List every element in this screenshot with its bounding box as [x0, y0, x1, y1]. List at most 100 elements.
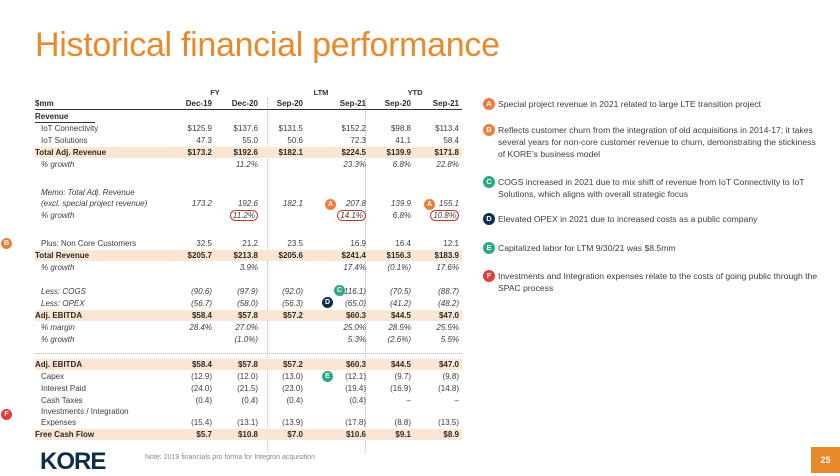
cell: (70.5) [390, 287, 411, 296]
marker-b: B [1, 238, 12, 249]
note-text: Reflects customer churn from the integra… [498, 125, 816, 159]
note-marker: A [483, 98, 495, 110]
col-header: Dec-20 [231, 99, 258, 108]
table-row: % growth 3.9% 17.4% (0.1%) 17.6% [35, 262, 462, 273]
cell: (13.0) [282, 372, 303, 381]
table-row: Expenses (15.4) (13.1) (13.9) (17.8) (8.… [35, 417, 462, 428]
cell: (65.0) [345, 299, 366, 308]
table-row: Investments / Integration [35, 406, 462, 417]
cell: 207.8 [345, 199, 366, 208]
cell: 11.2% [235, 160, 258, 169]
table-row: Memo: Total Adj. Revenue [35, 187, 462, 198]
note-text: Elevated OPEX in 2021 due to increased c… [498, 214, 758, 224]
cell: 16.9 [350, 239, 366, 248]
cell: (23.0) [282, 384, 303, 393]
cell: (24.0) [191, 384, 212, 393]
cell: $139.9 [386, 148, 411, 157]
table-row: IoT Connectivity $125.9 $137.6 $131.5 $1… [35, 123, 462, 134]
cell: 3.9% [239, 263, 258, 272]
cell: $156.3 [386, 251, 411, 260]
cell: (48.2) [438, 299, 459, 308]
cell: $60.3 [345, 360, 366, 369]
cell: $58.4 [191, 311, 212, 320]
cell: 155.1 [438, 199, 459, 208]
cell: 25.0% [343, 323, 366, 332]
table-row: % growth (1.0%) 5.3% (2.6%) 5.5% [35, 334, 462, 345]
cell: (12.0) [237, 372, 258, 381]
cell: (0.1%) [387, 263, 411, 272]
table-row: Interest Paid (24.0) (21.5) (23.0) (19.4… [35, 383, 462, 394]
cell: $44.5 [390, 360, 411, 369]
cell: 28.5% [388, 323, 411, 332]
circled-value: 10.8% [430, 210, 459, 221]
cell: – [406, 396, 411, 405]
cell: $182.1 [278, 148, 303, 157]
footnote: Note: 2019 financials pro forma for Inte… [145, 454, 316, 461]
cell: (41.2) [390, 299, 411, 308]
marker-e: E [322, 371, 333, 382]
cell: $192.6 [233, 148, 258, 157]
cell: (13.1) [237, 418, 258, 427]
table-row: Total Adj. Revenue $173.2 $192.6 $182.1 … [35, 147, 462, 158]
cell: $10.8 [237, 430, 258, 439]
note-text: COGS increased in 2021 due to mix shift … [498, 177, 805, 199]
cell: $113.4 [435, 124, 459, 133]
table-row: IoT Solutions 47.3 55.0 50.6 72.3 41.1 5… [35, 135, 462, 146]
cell: (21.5) [237, 384, 258, 393]
circled-value: 11.2% [229, 210, 258, 221]
row-label: Investments / Integration [41, 407, 129, 416]
cell: – [454, 396, 459, 405]
note-marker: B [483, 124, 495, 136]
table-row: Less: OPEX (56.7) (58.0) (56.3) (65.0) (… [35, 298, 462, 309]
cell: $8.9 [443, 430, 459, 439]
table-row: Total Revenue $205.7 $213.8 $205.6 $241.… [35, 250, 462, 261]
unit-label: $mm [35, 99, 54, 108]
cell: $58.4 [191, 360, 212, 369]
cell: (56.3) [282, 299, 303, 308]
cell: 6.8% [392, 211, 411, 220]
cell: $47.0 [438, 360, 459, 369]
col-header: Sep-20 [384, 99, 411, 108]
row-label: % growth [41, 211, 75, 220]
cell: 14.1% [326, 210, 366, 221]
cell: $57.8 [237, 360, 258, 369]
cell: $57.8 [237, 311, 258, 320]
row-label: Less: COGS [41, 287, 86, 296]
cell: 17.4% [343, 263, 366, 272]
row-label: Revenue [35, 112, 69, 121]
cell: 22.8% [436, 160, 459, 169]
cell: $98.8 [390, 124, 411, 133]
note-marker: D [483, 213, 495, 225]
cell: $213.8 [233, 251, 258, 260]
cell: $125.9 [187, 124, 212, 133]
cell: 58.4 [443, 136, 459, 145]
cell: $205.7 [187, 251, 212, 260]
cell: 21.2 [242, 239, 258, 248]
note-text: Investments and Integration expenses rel… [498, 271, 818, 293]
row-label: Plus: Non Core Customers [41, 239, 137, 248]
note-marker: F [483, 270, 495, 282]
row-label: % growth [41, 335, 75, 344]
group-fy: FY [210, 88, 220, 97]
cell: $5.7 [196, 430, 212, 439]
cell: 23.5 [287, 239, 303, 248]
table-row: Less: COGS (90.6) (97.9) (92.0) (116.1) … [35, 286, 462, 297]
cell: (0.4) [349, 396, 366, 405]
cell: (0.4) [286, 396, 303, 405]
row-label: Free Cash Flow [35, 430, 95, 439]
cell: (8.8) [394, 418, 411, 427]
cell: 11.2% [218, 210, 258, 221]
table-row: Cash Taxes (0.4) (0.4) (0.4) (0.4) – – [35, 395, 462, 406]
note-marker: C [483, 176, 495, 188]
table-row: % margin 28.4% 27.0% 25.0% 28.5% 25.5% [35, 322, 462, 333]
row-label: Capex [41, 372, 65, 381]
cell: (90.6) [191, 287, 212, 296]
cell: $131.5 [278, 124, 303, 133]
cell: (9.8) [442, 372, 459, 381]
cell: (92.0) [282, 287, 303, 296]
cell: (19.4) [345, 384, 366, 393]
cell: $171.8 [434, 148, 459, 157]
kore-logo: KORE [40, 448, 106, 475]
cell: 6.8% [392, 160, 411, 169]
marker-f: F [1, 409, 12, 420]
